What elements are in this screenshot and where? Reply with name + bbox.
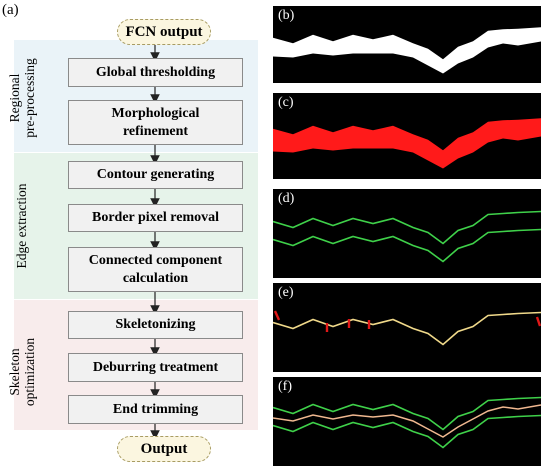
start-terminal: FCN output xyxy=(117,19,211,45)
step-skeletonizing: Skeletonizing xyxy=(68,311,243,339)
panel-c-label: (c) xyxy=(278,95,294,110)
skeleton-line xyxy=(273,311,541,346)
burr-mark xyxy=(273,310,281,321)
step-contour-generating: Contour generating xyxy=(68,161,243,189)
panel-c-refined-mask: (c) xyxy=(273,93,541,179)
binary-mask-band xyxy=(273,27,541,74)
panel-b-label: (b) xyxy=(278,8,295,23)
step-end-trimming: End trimming xyxy=(68,395,243,424)
step-morphological-refinement: Morphological refinement xyxy=(68,100,243,145)
step-global-thresholding: Global thresholding xyxy=(68,58,243,87)
panel-b-binary-mask: (b) xyxy=(273,6,541,83)
step-border-pixel-removal: Border pixel removal xyxy=(68,204,243,232)
end-terminal: Output xyxy=(117,436,211,462)
panel-f-final: (f) xyxy=(273,377,541,466)
lower-edge-line-final xyxy=(273,414,541,449)
burrs xyxy=(273,310,541,332)
lower-edge-line xyxy=(273,228,541,263)
panel-d-label: (d) xyxy=(278,191,295,206)
panel-f-label: (f) xyxy=(278,379,292,394)
panel-e-skeleton: (e) xyxy=(273,283,541,372)
refined-mask-band xyxy=(273,118,541,169)
skeleton-line-final xyxy=(273,404,541,438)
panel-e-label: (e) xyxy=(278,285,294,300)
upper-edge-line-final xyxy=(273,396,541,431)
panel-d-edges: (d) xyxy=(273,189,541,278)
upper-edge-line xyxy=(273,210,541,245)
figure-label-a: (a) xyxy=(2,2,19,18)
burr-mark xyxy=(535,316,541,327)
step-connected-component: Connected component calculation xyxy=(68,247,243,292)
step-deburring-treatment: Deburring treatment xyxy=(68,353,243,382)
